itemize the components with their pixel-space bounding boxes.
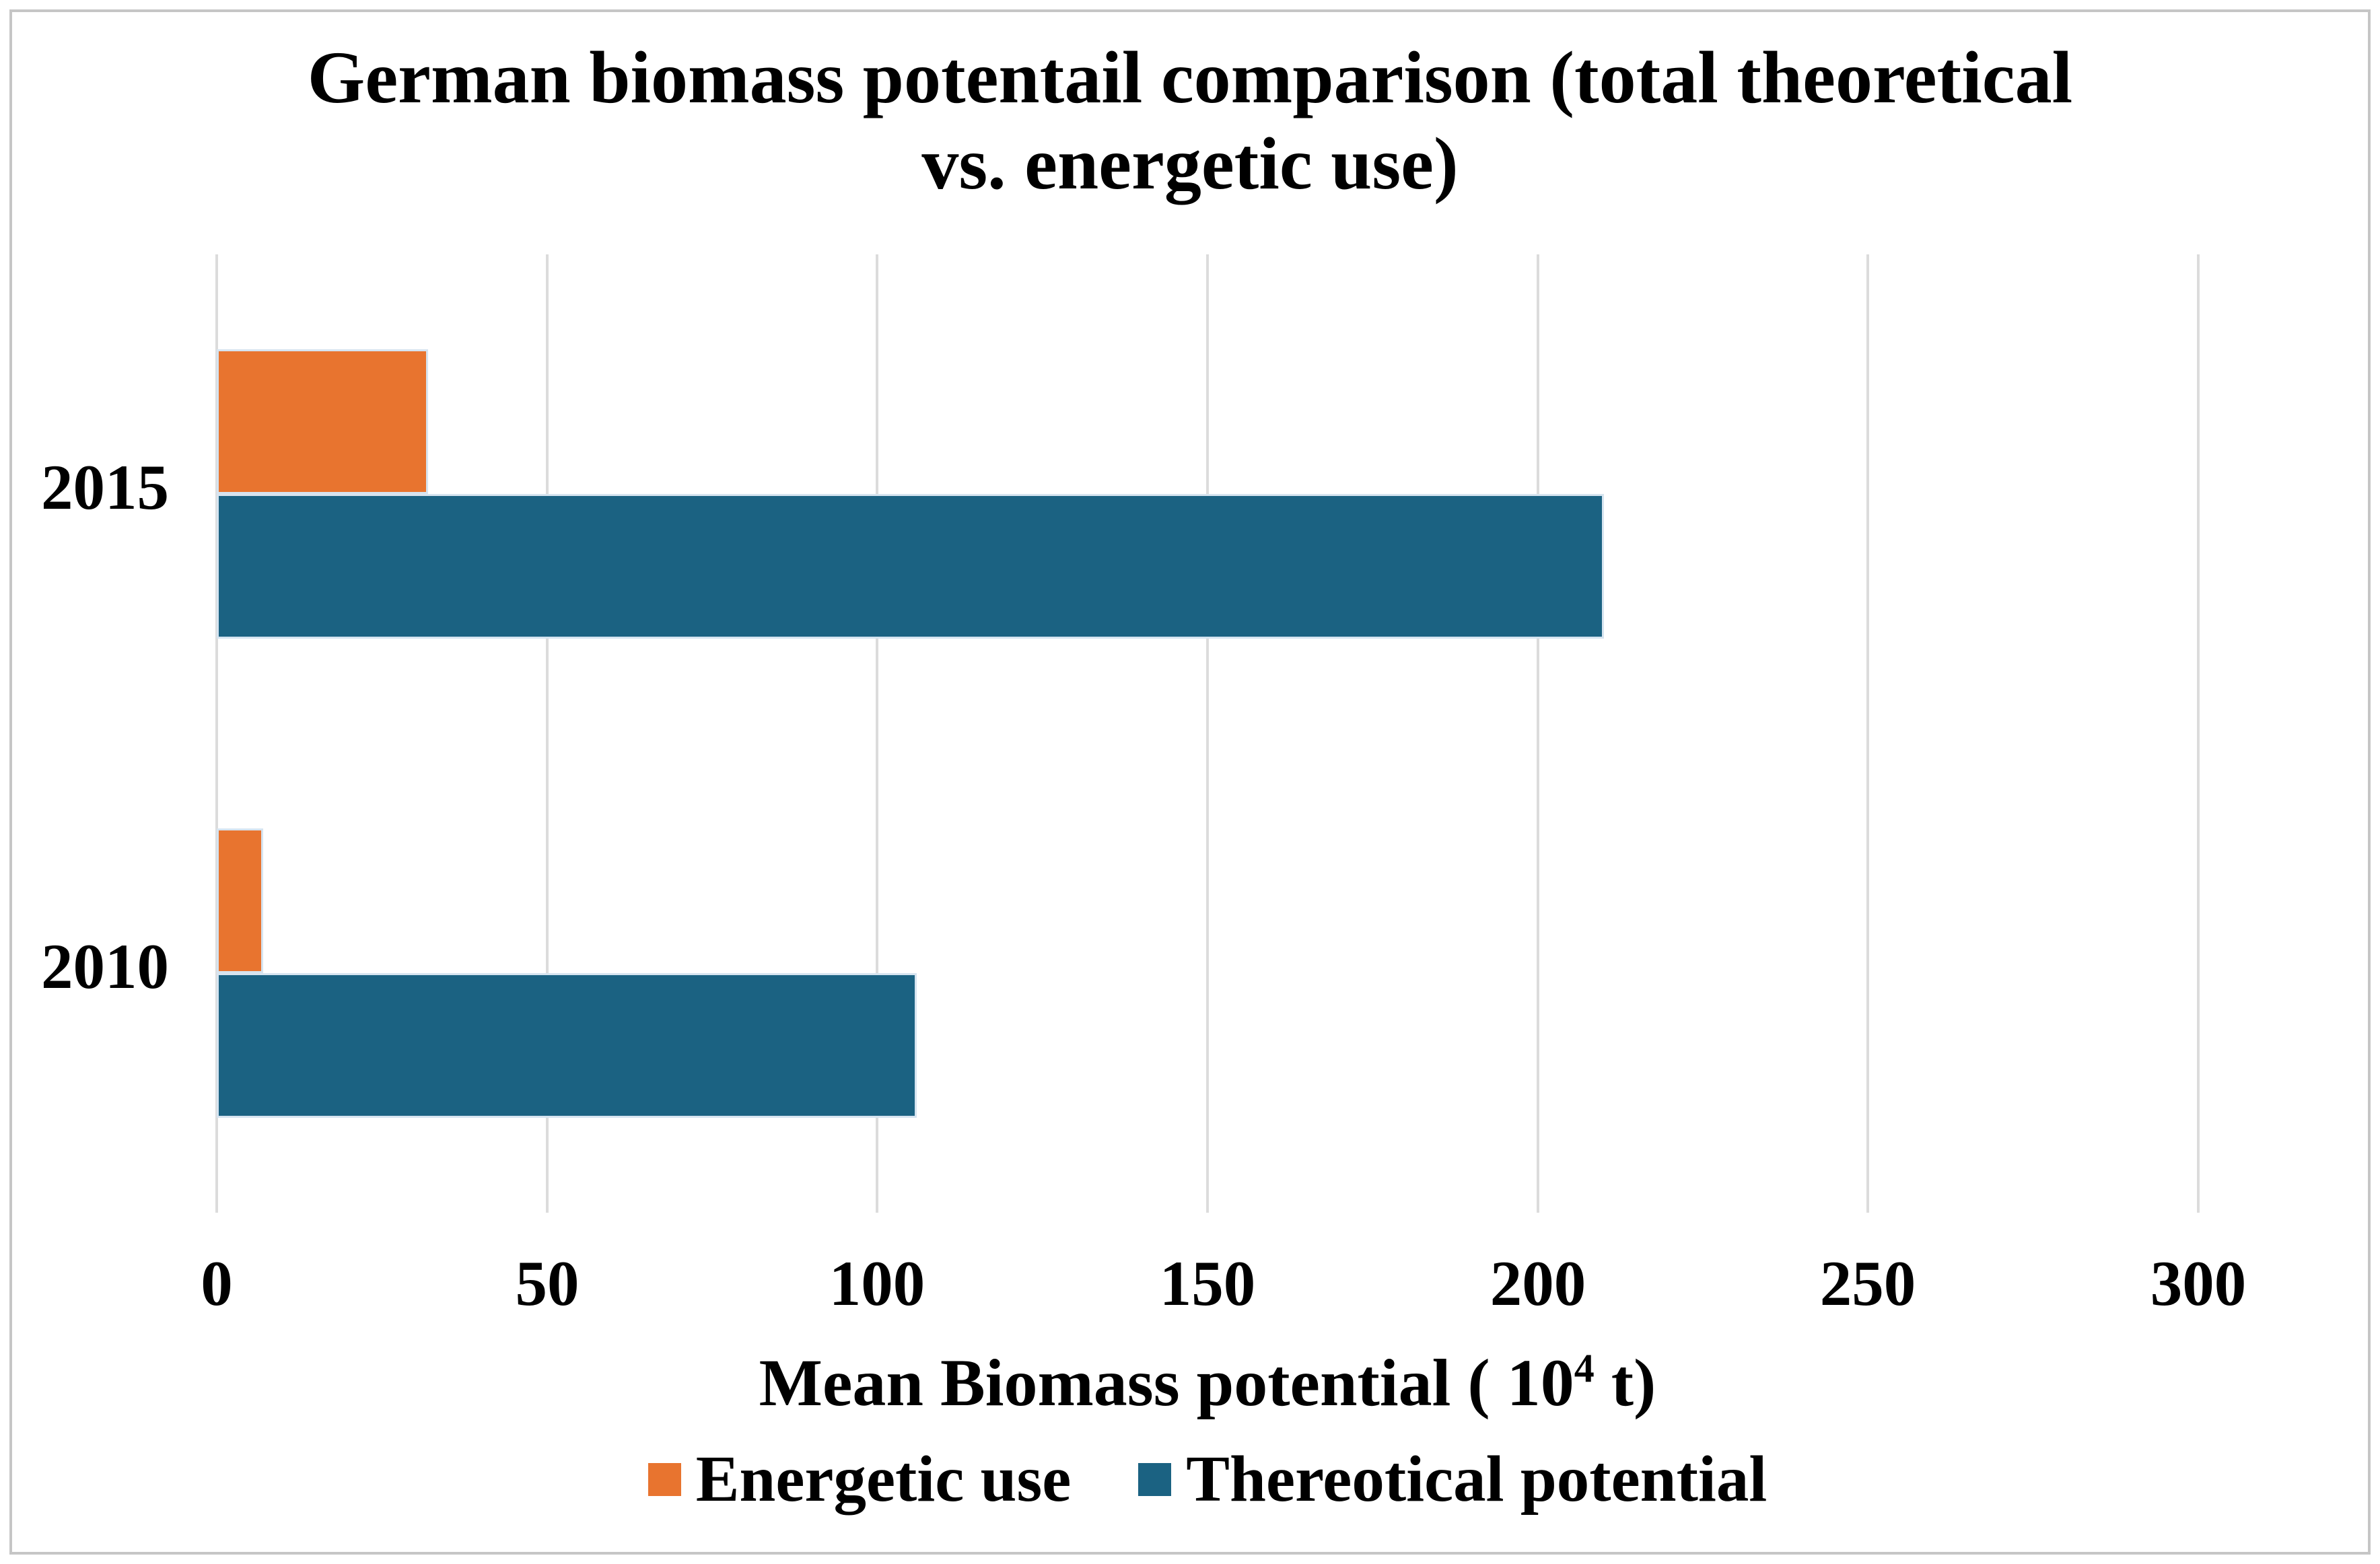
- gridline-150: [1206, 254, 1209, 1213]
- bar-theoretical-2015: [217, 494, 1604, 639]
- bar-energetic-2010: [217, 828, 263, 973]
- bar-theoretical-2010: [217, 973, 917, 1118]
- legend-swatch-energetic-use-icon: [648, 1462, 681, 1496]
- plot-area: [215, 254, 2200, 1213]
- gridline-100: [876, 254, 879, 1213]
- gridline-0: [215, 254, 218, 1213]
- x-tick-200: 200: [1490, 1248, 1586, 1319]
- legend-item-theoretical-potential: Thereotical potential: [1138, 1443, 1768, 1516]
- legend-label-theoretical-potential: Thereotical potential: [1186, 1443, 1768, 1515]
- x-tick-100: 100: [829, 1248, 925, 1319]
- legend-swatch-theoretical-potential-icon: [1138, 1462, 1172, 1496]
- x-tick-300: 300: [2150, 1248, 2247, 1319]
- chart-title-line2: vs. energetic use): [921, 122, 1459, 205]
- gridline-300: [2197, 254, 2200, 1213]
- legend: Energetic use Thereotical potential: [217, 1443, 2198, 1516]
- category-label-2015: 2015: [41, 452, 169, 523]
- gridline-50: [545, 254, 549, 1213]
- x-tick-250: 250: [1819, 1248, 1916, 1319]
- x-tick-50: 50: [515, 1248, 580, 1319]
- category-label-2010: 2010: [41, 931, 169, 1002]
- gridline-200: [1536, 254, 1539, 1213]
- legend-label-energetic-use: Energetic use: [695, 1443, 1072, 1515]
- bar-energetic-2015: [217, 349, 429, 494]
- chart-title-line1: German biomass potentail comparison (tot…: [307, 36, 2073, 118]
- x-axis-title-text: Mean Biomass potential ( 10: [759, 1345, 1574, 1420]
- x-tick-0: 0: [201, 1248, 233, 1319]
- legend-item-energetic-use: Energetic use: [648, 1443, 1072, 1516]
- x-tick-150: 150: [1159, 1248, 1256, 1319]
- chart-title: German biomass potentail comparison (tot…: [0, 35, 2380, 207]
- x-axis-title-superscript: 4: [1574, 1346, 1595, 1391]
- x-axis-title-suffix: t): [1594, 1345, 1656, 1420]
- x-axis-title: Mean Biomass potential ( 104 t): [217, 1346, 2198, 1420]
- gridline-250: [1866, 254, 1870, 1213]
